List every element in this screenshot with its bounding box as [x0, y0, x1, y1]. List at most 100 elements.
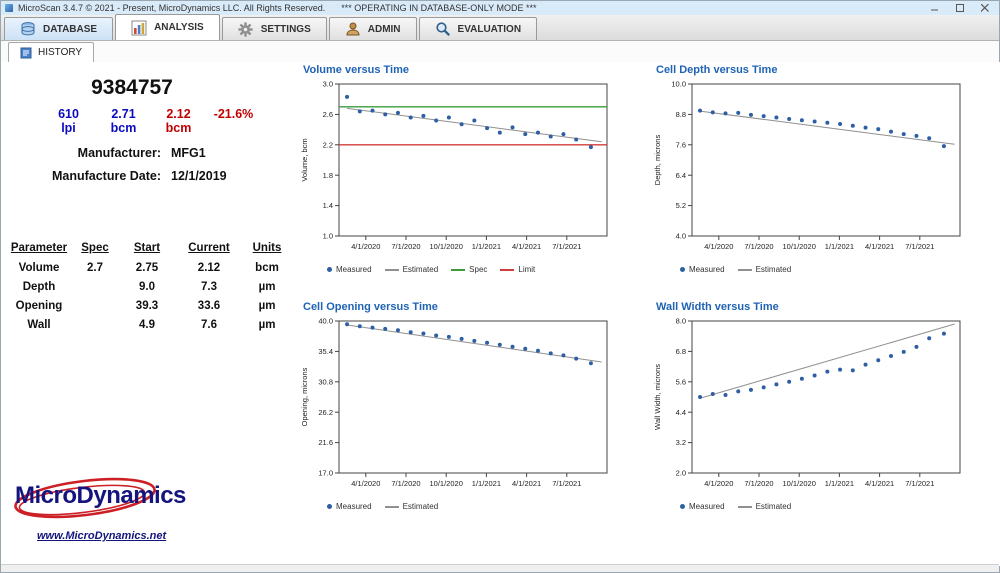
main-content: 9384757 610 lpi 2.71 bcm 2.12 bcm -21.6% Manuf…	[1, 62, 1000, 566]
tab-admin[interactable]: ADMIN	[328, 17, 417, 40]
stat-value: -21.6%	[213, 107, 254, 121]
chart-plot: 1.0 1.4 1.8 2.2 2.6 3.0 4/1/2020 7/1/2020 10/1/2…	[300, 80, 608, 251]
legend-item: Limit	[500, 265, 535, 274]
svg-text:7/1/2021: 7/1/2021	[905, 479, 934, 488]
legend-label: Measured	[336, 265, 372, 274]
legend-line-marker	[384, 505, 399, 508]
svg-text:6.8: 6.8	[676, 347, 686, 356]
legend-label: Estimated	[402, 265, 439, 274]
minimize-icon[interactable]	[929, 2, 941, 14]
table-cell: µm	[258, 299, 276, 312]
svg-text:8.0: 8.0	[676, 317, 686, 326]
settings-icon	[238, 21, 254, 37]
table-cell: µm	[258, 280, 276, 293]
subtab-history[interactable]: HISTORY	[8, 42, 95, 62]
logo: MicroDynamics www.MicroDynamics.net	[9, 464, 289, 559]
svg-text:4/1/2020: 4/1/2020	[704, 479, 733, 488]
tab-analysis[interactable]: ANALYSIS	[115, 14, 220, 40]
stat-unit: lpi	[61, 121, 76, 135]
manufacture-date-label: Manufacture Date:	[51, 169, 161, 183]
table-cell: 2.12	[197, 261, 221, 274]
svg-text:7/1/2020: 7/1/2020	[744, 479, 773, 488]
svg-text:21.6: 21.6	[318, 438, 333, 447]
column-header: Parameter	[10, 242, 68, 254]
legend-label: Estimated	[755, 502, 792, 511]
svg-text:1/1/2021: 1/1/2021	[825, 479, 854, 488]
svg-text:7/1/2021: 7/1/2021	[552, 242, 581, 251]
table-cell: 7.3	[201, 280, 217, 293]
svg-text:1/1/2021: 1/1/2021	[825, 242, 854, 251]
tab-database[interactable]: DATABASE	[4, 17, 114, 40]
svg-text:1/1/2021: 1/1/2021	[472, 242, 501, 251]
chart-legend: Measured Estimated	[650, 265, 976, 274]
table-cell: Depth	[22, 280, 56, 293]
table-row: Volume 2.7 2.75 2.12 bcm	[7, 258, 291, 277]
table-row: Depth 9.0 7.3 µm	[7, 277, 291, 296]
chart-plot: 2.0 3.2 4.4 5.6 6.8 8.0 4/1/2020 7/1/2020 10/1/2…	[653, 317, 961, 488]
table-cell: Wall	[27, 318, 51, 331]
svg-text:6.4: 6.4	[676, 171, 686, 180]
svg-text:1.0: 1.0	[323, 232, 333, 241]
legend-dot-marker	[680, 504, 685, 509]
svg-text:4/1/2020: 4/1/2020	[351, 479, 380, 488]
analysis-icon	[131, 20, 147, 36]
svg-text:5.6: 5.6	[676, 377, 686, 386]
title-bar: MicroScan 3.4.7 © 2021 - Present, MicroD…	[1, 1, 999, 15]
chart-volume: Volume versus Time 1.0 1.4 1.8 2.2 2.6 3.0 4/1…	[297, 64, 623, 296]
svg-text:35.4: 35.4	[318, 347, 333, 356]
svg-text:26.2: 26.2	[318, 408, 333, 417]
svg-text:10.0: 10.0	[671, 80, 686, 89]
tab-evaluation[interactable]: EVALUATION	[418, 17, 538, 40]
legend-line-marker	[737, 505, 752, 508]
svg-text:7/1/2021: 7/1/2021	[552, 479, 581, 488]
svg-text:1.8: 1.8	[323, 171, 333, 180]
svg-text:4.0: 4.0	[676, 232, 686, 241]
svg-text:1/1/2021: 1/1/2021	[472, 479, 501, 488]
svg-text:10/1/2020: 10/1/2020	[430, 479, 463, 488]
legend-dot-marker	[327, 267, 332, 272]
svg-text:10/1/2020: 10/1/2020	[783, 479, 816, 488]
svg-text:7/1/2020: 7/1/2020	[391, 242, 420, 251]
svg-text:Opening, microns: Opening, microns	[300, 367, 309, 426]
legend-line-marker	[500, 268, 515, 271]
maximize-icon[interactable]	[954, 2, 966, 14]
svg-text:10/1/2020: 10/1/2020	[430, 242, 463, 251]
tab-settings[interactable]: SETTINGS	[221, 17, 327, 40]
logo-swirl-icon	[14, 477, 156, 519]
svg-text:30.8: 30.8	[318, 377, 333, 386]
manufacturer-info: Manufacturer: MFG1 Manufacture Date: 12/…	[1, 146, 293, 183]
svg-text:7/1/2020: 7/1/2020	[391, 479, 420, 488]
svg-text:Wall Width, microns: Wall Width, microns	[653, 364, 662, 430]
table-row: Wall 4.9 7.6 µm	[7, 315, 291, 334]
chart-title: Volume versus Time	[303, 64, 409, 76]
stat-value: 2.71	[111, 107, 136, 121]
column-header: Start	[133, 242, 161, 254]
chart-cell-opening: Cell Opening versus Time 17.0 21.6 26.2 30.…	[297, 301, 623, 533]
column-header: Units	[252, 242, 282, 254]
stat: 2.12 bcm	[151, 107, 206, 135]
chart-wall-width: Wall Width versus Time 2.0 3.2 4.4 5.6 6.8 8.…	[650, 301, 976, 533]
svg-text:7.6: 7.6	[676, 140, 686, 149]
svg-text:7/1/2021: 7/1/2021	[905, 242, 934, 251]
legend-line-marker	[737, 268, 752, 271]
table-cell: 2.7	[87, 261, 103, 274]
chart-legend: Measured Estimated	[650, 502, 976, 511]
table-cell: 9.0	[139, 280, 155, 293]
manufacturer-value: MFG1	[171, 146, 206, 160]
table-cell: 4.9	[139, 318, 155, 331]
column-header: Spec	[81, 242, 109, 254]
svg-text:10/1/2020: 10/1/2020	[783, 242, 816, 251]
table-cell: 7.6	[201, 318, 217, 331]
brand-name: MicroDynamics	[15, 482, 186, 509]
legend-item: Measured	[680, 265, 725, 274]
svg-text:5.2: 5.2	[676, 201, 686, 210]
table-cell: 39.3	[135, 299, 159, 312]
chart-plot: 17.0 21.6 26.2 30.8 35.4 40.0 4/1/2020 7/1/2020…	[300, 317, 608, 488]
roll-id: 9384757	[91, 76, 173, 99]
legend-item: Estimated	[737, 265, 791, 274]
status-bar	[1, 564, 999, 572]
brand-url[interactable]: www.MicroDynamics.net	[37, 530, 167, 542]
close-icon[interactable]	[979, 2, 991, 14]
svg-text:4/1/2021: 4/1/2021	[512, 242, 541, 251]
